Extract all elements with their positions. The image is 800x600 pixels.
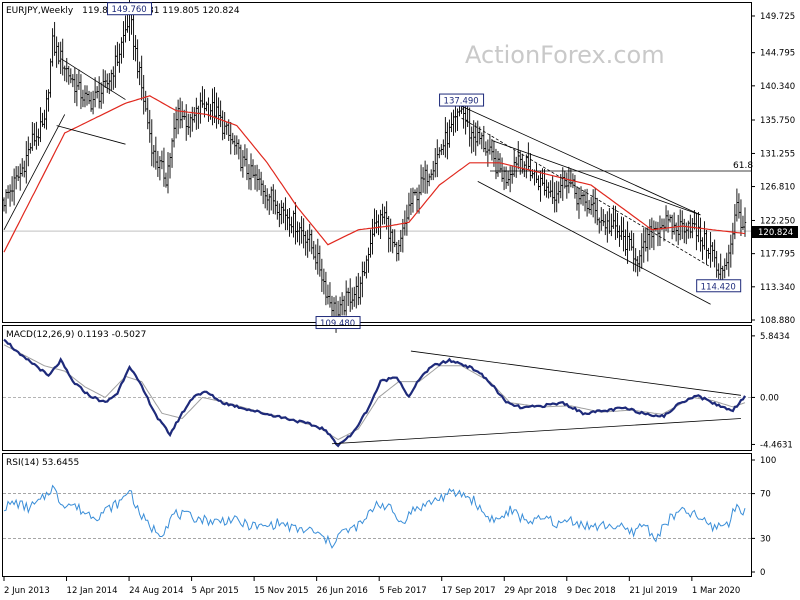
price-annotation-box xyxy=(107,2,153,16)
trendline xyxy=(60,58,126,100)
rsi-tick-label: 30 xyxy=(760,534,771,544)
macd-trendline xyxy=(410,350,742,396)
time-tick-label: 26 Jun 2016 xyxy=(317,586,368,596)
price-annotation-label: 109.480 xyxy=(320,319,355,329)
price-annotation-label: 137.490 xyxy=(444,97,479,107)
current-price-tag: 120.824 xyxy=(752,226,798,238)
time-tick-label: 5 Feb 2017 xyxy=(379,586,427,596)
price-bars xyxy=(2,0,747,333)
current-price-value: 120.824 xyxy=(758,228,793,238)
time-tick-label: 5 Apr 2015 xyxy=(192,586,239,596)
current-price-box xyxy=(752,226,798,238)
time-tick-label: 21 Jul 2019 xyxy=(629,586,677,596)
price-panel-frame xyxy=(2,2,752,323)
price-axis: 149.725 144.795 140.340 135.750 131.255 126.8… xyxy=(751,12,795,326)
price-tick-label: 126.810 xyxy=(760,183,795,193)
fib-618-label: 61.8 xyxy=(733,161,753,171)
time-tick-label: 9 Dec 2018 xyxy=(567,586,616,596)
trendline xyxy=(3,114,66,230)
price-tick-label: 108.880 xyxy=(760,316,795,326)
rsi-panel-frame xyxy=(2,453,752,577)
macd-tick-label: 5.8434 xyxy=(760,332,790,342)
trendline xyxy=(56,125,126,145)
time-tick-label: 29 Apr 2018 xyxy=(504,586,557,596)
macd-panel-frame xyxy=(2,325,752,451)
macd-axis: 5.8434 0.00 -4.4631 xyxy=(751,332,793,450)
macd-trendlines xyxy=(331,350,742,445)
price-tick-label: 122.250 xyxy=(760,216,795,226)
rsi-panel: RSI(14) 53.6455 100 70 30 0 xyxy=(2,453,776,578)
price-tick-label: 113.340 xyxy=(760,283,795,293)
trendlines xyxy=(3,58,711,305)
price-annotation-label: 149.760 xyxy=(112,5,147,15)
price-tick-label: 144.795 xyxy=(760,49,795,59)
price-annotation-label: 114.420 xyxy=(701,282,736,292)
price-annotation-box xyxy=(439,93,485,107)
price-tick-label: 140.340 xyxy=(760,82,795,92)
time-axis: 2 Jun 2013 12 Jan 2014 24 Aug 2014 5 Apr 20… xyxy=(3,577,740,596)
time-tick-label: 12 Jan 2014 xyxy=(67,586,118,596)
macd-trendline xyxy=(331,418,741,445)
time-tick-label: 1 Mar 2020 xyxy=(692,586,740,596)
rsi-label: RSI(14) 53.6455 xyxy=(6,458,79,468)
trendline xyxy=(461,117,711,268)
price-annotation-box xyxy=(696,279,742,293)
time-tick-label: 24 Aug 2014 xyxy=(129,586,183,596)
time-tick-label: 15 Nov 2015 xyxy=(254,586,308,596)
macd-label: MACD(12,26,9) 0.1193 -0.5027 xyxy=(6,330,146,340)
macd-panel: MACD(12,26,9) 0.1193 -0.5027 5.8434 0.00 -… xyxy=(2,325,793,451)
trendline xyxy=(477,181,711,305)
macd-tick-label: -4.4631 xyxy=(760,440,793,450)
watermark: ActionForex.com xyxy=(465,41,665,69)
time-tick-label: 2 Jun 2013 xyxy=(4,586,50,596)
price-tick-label: 135.750 xyxy=(760,116,795,126)
rsi-tick-label: 0 xyxy=(760,568,765,578)
moving-average-line xyxy=(3,95,746,253)
rsi-tick-label: 100 xyxy=(760,456,776,466)
rsi-tick-label: 70 xyxy=(760,490,771,500)
symbol-timeframe: EURJPY,Weekly xyxy=(6,6,74,16)
chart-title: EURJPY,Weekly 119.805 121.481 119.805 12… xyxy=(6,6,240,16)
price-tick-label: 149.725 xyxy=(760,12,795,22)
price-panel: ActionForex.com EURJPY,Weekly 119.805 12… xyxy=(2,0,798,333)
time-tick-label: 17 Sep 2017 xyxy=(442,586,496,596)
trendline xyxy=(491,140,701,216)
rsi-line xyxy=(3,484,746,549)
trendline xyxy=(461,105,701,216)
macd-line xyxy=(3,338,746,448)
macd-tick-label: 0.00 xyxy=(760,393,779,403)
rsi-axis: 100 70 30 0 xyxy=(751,456,776,578)
ohlc-readout: 119.805 121.481 119.805 120.824 xyxy=(82,6,240,16)
macd-signal-line xyxy=(3,344,746,441)
price-tick-label: 131.255 xyxy=(760,149,795,159)
price-tick-label: 117.795 xyxy=(760,250,795,260)
